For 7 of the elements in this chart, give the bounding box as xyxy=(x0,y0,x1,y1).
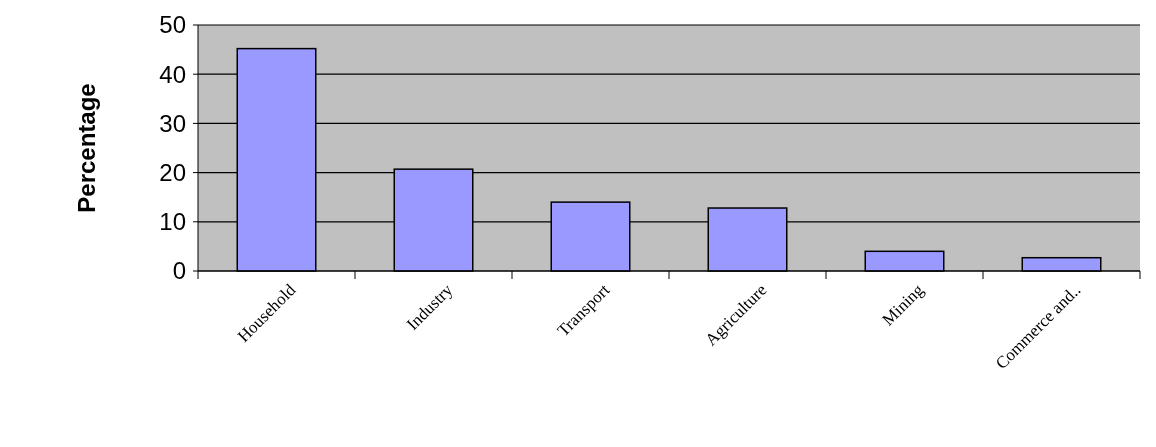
y-tick-label: 50 xyxy=(159,11,186,39)
y-tick-label: 20 xyxy=(159,159,186,186)
y-axis-title: Percentage xyxy=(73,83,100,213)
y-tick-label: 10 xyxy=(159,208,186,236)
y-tick-label: 30 xyxy=(159,109,186,137)
y-tick-label: 0 xyxy=(172,257,186,285)
y-tick-label: 40 xyxy=(159,60,186,88)
